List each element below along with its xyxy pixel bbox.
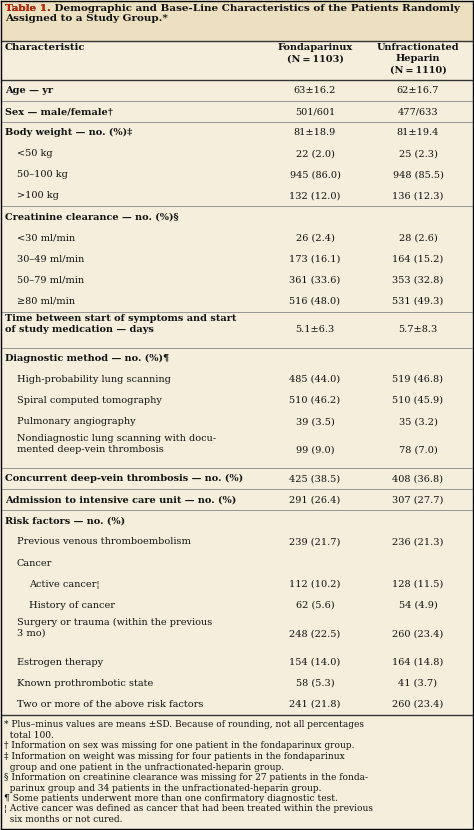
Text: 260 (23.4): 260 (23.4) [392, 700, 444, 709]
Text: * Plus–minus values are means ±SD. Because of rounding, not all percentages
  to: * Plus–minus values are means ±SD. Becau… [4, 720, 364, 740]
Text: 239 (21.7): 239 (21.7) [289, 538, 341, 546]
Text: Two or more of the above risk factors: Two or more of the above risk factors [17, 700, 203, 709]
Text: Sex — male/female†: Sex — male/female† [5, 107, 113, 116]
Text: 112 (10.2): 112 (10.2) [289, 579, 341, 588]
Text: ¶ Some patients underwent more than one confirmatory diagnostic test.: ¶ Some patients underwent more than one … [4, 793, 338, 803]
Text: 26 (2.4): 26 (2.4) [296, 233, 335, 242]
Text: § Information on creatinine clearance was missing for 27 patients in the fonda-
: § Information on creatinine clearance wa… [4, 773, 368, 793]
Text: 58 (5.3): 58 (5.3) [296, 679, 334, 688]
Text: >100 kg: >100 kg [17, 192, 59, 200]
Text: 63±16.2: 63±16.2 [294, 86, 336, 95]
Text: Pulmonary angiography: Pulmonary angiography [17, 417, 136, 426]
Text: 154 (14.0): 154 (14.0) [289, 658, 341, 666]
Text: History of cancer: History of cancer [29, 601, 115, 610]
Text: 291 (26.4): 291 (26.4) [289, 496, 341, 505]
Text: 353 (32.8): 353 (32.8) [392, 276, 444, 285]
Text: Cancer: Cancer [17, 559, 52, 568]
Text: Previous venous thromboembolism: Previous venous thromboembolism [17, 538, 191, 546]
Text: Creatinine clearance — no. (%)§: Creatinine clearance — no. (%)§ [5, 212, 179, 222]
Text: Characteristic: Characteristic [5, 43, 85, 52]
Text: Age — yr: Age — yr [5, 86, 53, 95]
Text: Spiral computed tomography: Spiral computed tomography [17, 396, 162, 405]
Text: ¦ Active cancer was defined as cancer that had been treated within the previous
: ¦ Active cancer was defined as cancer th… [4, 804, 373, 824]
Text: Surgery or trauma (within the previous
3 mo): Surgery or trauma (within the previous 3… [17, 618, 212, 638]
Text: 519 (46.8): 519 (46.8) [392, 375, 444, 384]
Text: 62 (5.6): 62 (5.6) [296, 601, 334, 610]
Text: 35 (3.2): 35 (3.2) [399, 417, 438, 426]
Text: Table 1.: Table 1. [5, 4, 51, 13]
Text: 5.7±8.3: 5.7±8.3 [398, 325, 438, 334]
Text: Table 1. Demographic and Base-Line Characteristics of the Patients Randomly
Assi: Table 1. Demographic and Base-Line Chara… [5, 4, 460, 23]
Text: † Information on sex was missing for one patient in the fondaparinux group.: † Information on sex was missing for one… [4, 741, 355, 750]
Text: 28 (2.6): 28 (2.6) [399, 233, 438, 242]
Text: 510 (45.9): 510 (45.9) [392, 396, 444, 405]
Text: 307 (27.7): 307 (27.7) [392, 496, 444, 505]
Text: 485 (44.0): 485 (44.0) [290, 375, 340, 384]
Text: 164 (15.2): 164 (15.2) [392, 255, 444, 264]
Text: 241 (21.8): 241 (21.8) [289, 700, 341, 709]
Text: <30 ml/min: <30 ml/min [17, 233, 75, 242]
Text: 501/601: 501/601 [295, 107, 335, 116]
Text: 50–79 ml/min: 50–79 ml/min [17, 276, 84, 285]
Text: ‡ Information on weight was missing for four patients in the fondaparinux
  grou: ‡ Information on weight was missing for … [4, 751, 345, 772]
Text: 81±18.9: 81±18.9 [294, 128, 336, 137]
Text: 516 (48.0): 516 (48.0) [290, 296, 340, 305]
Text: <50 kg: <50 kg [17, 149, 53, 159]
Text: 99 (9.0): 99 (9.0) [296, 446, 334, 455]
Text: 62±16.7: 62±16.7 [397, 86, 439, 95]
Text: 136 (12.3): 136 (12.3) [392, 192, 444, 200]
Text: 128 (11.5): 128 (11.5) [392, 579, 444, 588]
Text: 22 (2.0): 22 (2.0) [296, 149, 335, 159]
Text: 78 (7.0): 78 (7.0) [399, 446, 438, 455]
Text: 54 (4.9): 54 (4.9) [399, 601, 438, 610]
Text: Diagnostic method — no. (%)¶: Diagnostic method — no. (%)¶ [5, 354, 169, 363]
Text: Unfractionated
Heparin
(N = 1110): Unfractionated Heparin (N = 1110) [377, 43, 459, 74]
Text: Concurrent deep-vein thrombosis — no. (%): Concurrent deep-vein thrombosis — no. (%… [5, 474, 243, 483]
Text: 531 (49.3): 531 (49.3) [392, 296, 444, 305]
Text: Active cancer¦: Active cancer¦ [29, 579, 100, 588]
Text: Body weight — no. (%)‡: Body weight — no. (%)‡ [5, 128, 132, 137]
Text: 25 (2.3): 25 (2.3) [399, 149, 438, 159]
Text: High-probability lung scanning: High-probability lung scanning [17, 375, 171, 384]
Text: 408 (36.8): 408 (36.8) [392, 474, 444, 483]
Text: 945 (86.0): 945 (86.0) [290, 170, 340, 179]
Text: 81±19.4: 81±19.4 [397, 128, 439, 137]
Text: 5.1±6.3: 5.1±6.3 [295, 325, 335, 334]
Text: 164 (14.8): 164 (14.8) [392, 658, 444, 666]
Text: 948 (85.5): 948 (85.5) [392, 170, 444, 179]
Text: 39 (3.5): 39 (3.5) [296, 417, 334, 426]
Text: 477/633: 477/633 [398, 107, 438, 116]
Text: Estrogen therapy: Estrogen therapy [17, 658, 103, 666]
Text: 425 (38.5): 425 (38.5) [290, 474, 340, 483]
Text: 41 (3.7): 41 (3.7) [399, 679, 438, 688]
Text: 248 (22.5): 248 (22.5) [289, 629, 341, 638]
Text: 510 (46.2): 510 (46.2) [290, 396, 340, 405]
Text: 260 (23.4): 260 (23.4) [392, 629, 444, 638]
Text: ≥80 ml/min: ≥80 ml/min [17, 296, 75, 305]
Text: Risk factors — no. (%): Risk factors — no. (%) [5, 516, 125, 525]
Text: 30–49 ml/min: 30–49 ml/min [17, 255, 84, 264]
Text: Fondaparinux
(N = 1103): Fondaparinux (N = 1103) [277, 43, 353, 63]
Text: Nondiagnostic lung scanning with docu-
mented deep-vein thrombosis: Nondiagnostic lung scanning with docu- m… [17, 434, 216, 454]
Text: 361 (33.6): 361 (33.6) [289, 276, 341, 285]
Text: Admission to intensive care unit — no. (%): Admission to intensive care unit — no. (… [5, 496, 236, 505]
Text: 173 (16.1): 173 (16.1) [289, 255, 341, 264]
Text: 236 (21.3): 236 (21.3) [392, 538, 444, 546]
Text: 132 (12.0): 132 (12.0) [289, 192, 341, 200]
Text: Known prothrombotic state: Known prothrombotic state [17, 679, 153, 688]
Bar [1, 41, 473, 80]
Text: Time between start of symptoms and start
of study medication — days: Time between start of symptoms and start… [5, 314, 237, 334]
Text: 50–100 kg: 50–100 kg [17, 170, 68, 179]
Bar [1, 1, 473, 41]
